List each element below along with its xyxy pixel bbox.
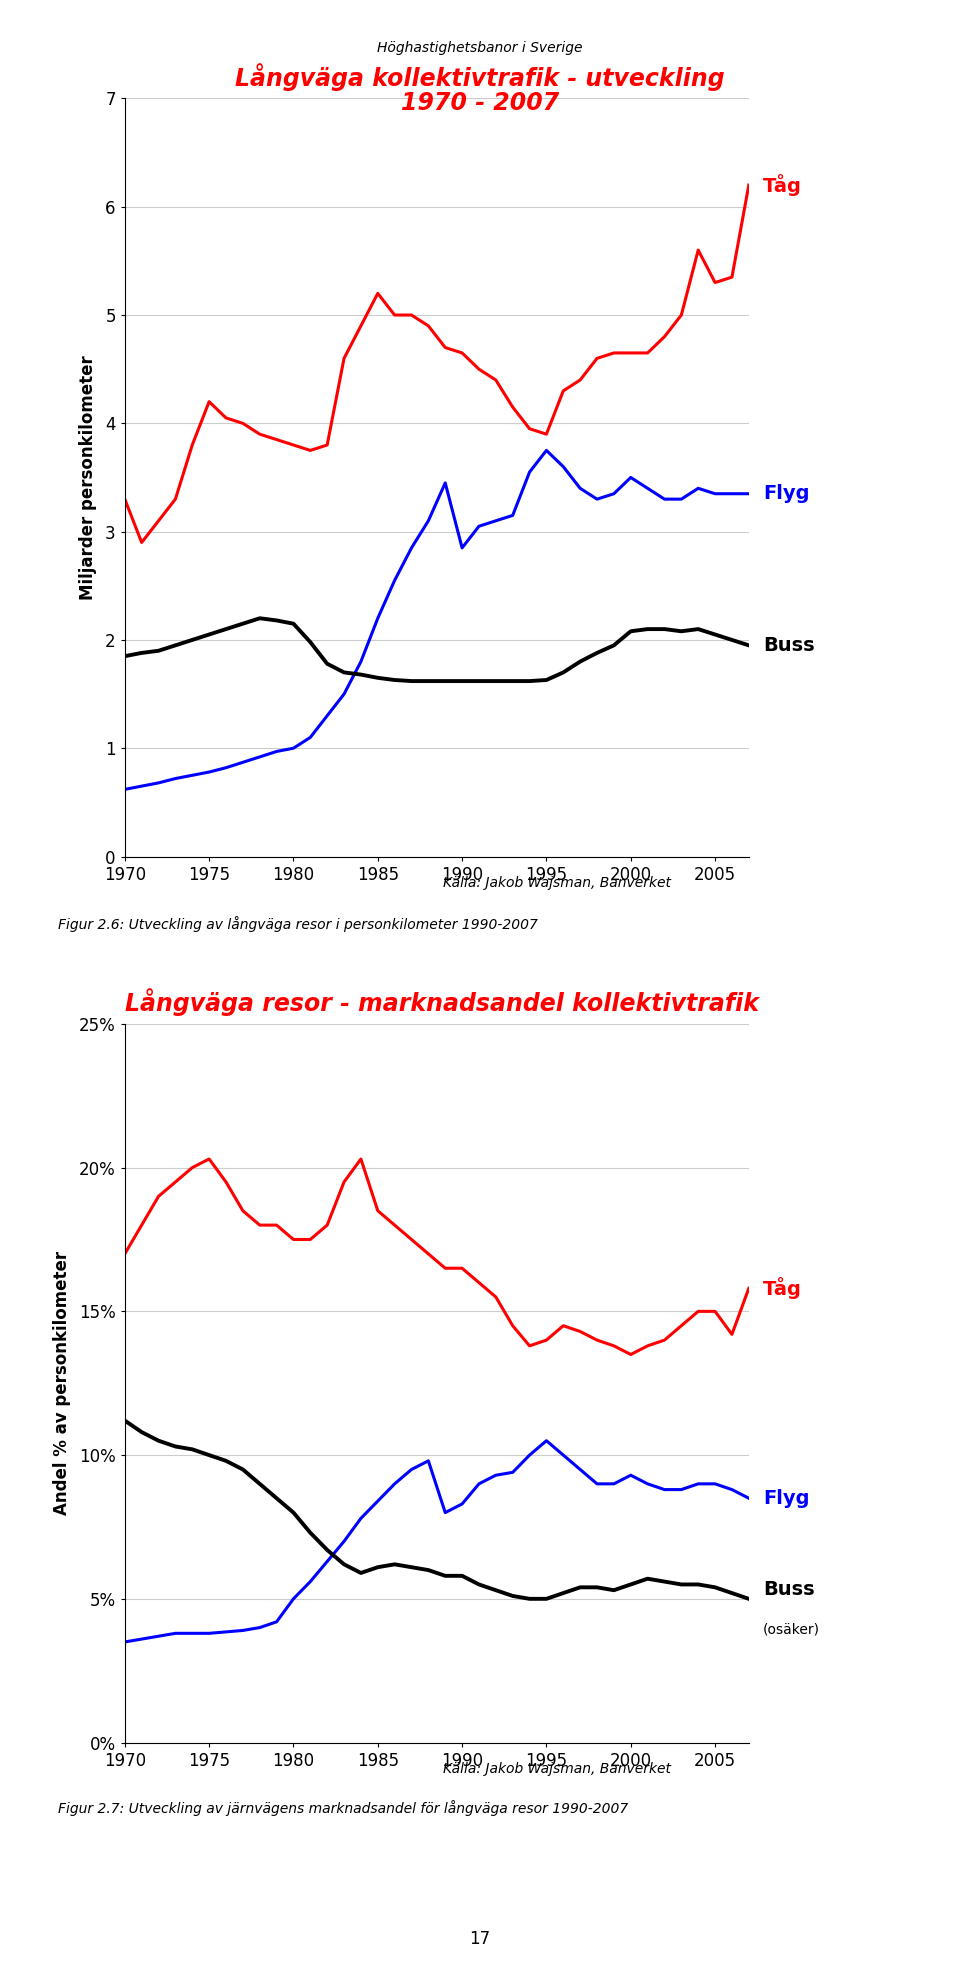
- Text: Flyg: Flyg: [763, 484, 809, 504]
- Text: Källa: Jakob Wajsman, Banverket: Källa: Jakob Wajsman, Banverket: [443, 876, 671, 890]
- Y-axis label: Andel % av personkilometer: Andel % av personkilometer: [53, 1250, 71, 1516]
- Text: Höghastighetsbanor i Sverige: Höghastighetsbanor i Sverige: [377, 41, 583, 55]
- Text: Långväga kollektivtrafik - utveckling: Långväga kollektivtrafik - utveckling: [235, 63, 725, 91]
- Text: 1970 - 2007: 1970 - 2007: [401, 91, 559, 114]
- Text: Källa: Jakob Wajsman, Banverket: Källa: Jakob Wajsman, Banverket: [443, 1762, 671, 1776]
- Text: Buss: Buss: [763, 1579, 815, 1599]
- Text: Figur 2.6: Utveckling av långväga resor i personkilometer 1990-2007: Figur 2.6: Utveckling av långväga resor …: [58, 916, 538, 931]
- Y-axis label: Miljarder personkilometer: Miljarder personkilometer: [79, 354, 97, 601]
- Text: (osäker): (osäker): [763, 1622, 820, 1636]
- Text: 17: 17: [469, 1930, 491, 1949]
- Text: Flyg: Flyg: [763, 1489, 809, 1508]
- Text: Tåg: Tåg: [763, 173, 802, 197]
- Text: Långväga resor - marknadsandel kollektivtrafik: Långväga resor - marknadsandel kollektiv…: [125, 988, 758, 1016]
- Text: Tåg: Tåg: [763, 1278, 802, 1300]
- Text: Figur 2.7: Utveckling av järnvägens marknadsandel för långväga resor 1990-2007: Figur 2.7: Utveckling av järnvägens mark…: [58, 1800, 628, 1815]
- Text: Buss: Buss: [763, 636, 815, 656]
